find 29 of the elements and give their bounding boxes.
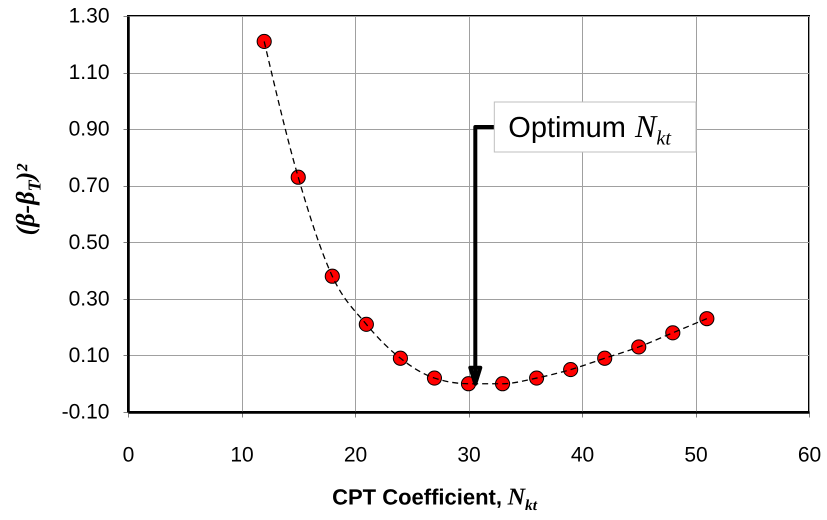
x-tick-label: 30: [457, 444, 481, 466]
point: [290, 170, 306, 185]
y-tick-label: 0.70: [68, 174, 110, 198]
point: [699, 311, 714, 326]
point: [631, 339, 646, 354]
y-tick-label: 1.30: [68, 4, 110, 28]
point: [256, 34, 272, 50]
y-tick-label: -0.10: [62, 400, 110, 424]
x-tick-label: 0: [122, 444, 134, 466]
x-tick-label: 40: [570, 444, 594, 466]
point: [392, 350, 408, 366]
point: [665, 325, 680, 340]
x-tick-label: 60: [798, 444, 822, 466]
point: [358, 316, 374, 332]
x-tick-label: 50: [684, 444, 708, 466]
point: [324, 268, 340, 284]
point: [563, 362, 578, 378]
y-tick-label: 0.10: [68, 344, 110, 367]
x-tick-label: 10: [230, 444, 254, 466]
y-tick-label: 1.10: [68, 61, 110, 84]
point: [597, 350, 612, 366]
y-tick-label: 0.50: [68, 230, 110, 254]
y-axis-title: (β-βT)²: [11, 162, 45, 236]
y-tick-label: 0.90: [68, 118, 110, 141]
point: [426, 370, 442, 386]
y-tick-label: 0.30: [68, 287, 110, 310]
point: [529, 370, 544, 386]
x-tick-label: 20: [344, 444, 368, 466]
point: [494, 376, 510, 392]
